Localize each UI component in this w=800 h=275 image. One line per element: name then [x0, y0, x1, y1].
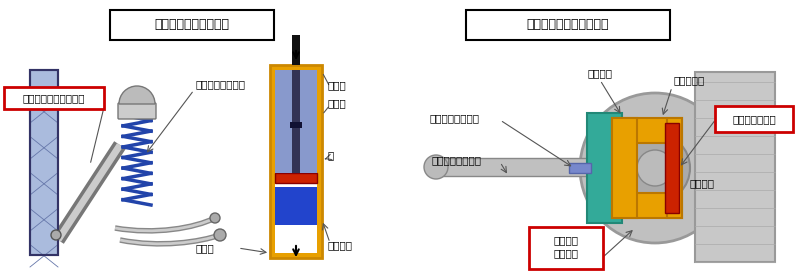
Bar — [275, 174, 317, 183]
Circle shape — [51, 230, 61, 240]
Text: ホイール: ホイール — [690, 178, 715, 188]
Text: キャリパー: キャリパー — [673, 75, 704, 85]
Bar — [275, 70, 317, 175]
Bar — [292, 70, 300, 174]
Bar — [667, 118, 682, 218]
Bar — [30, 70, 58, 255]
Text: ブレーキフルード: ブレーキフルード — [430, 113, 480, 123]
FancyBboxPatch shape — [715, 106, 793, 132]
Text: 稴: 稴 — [328, 150, 334, 160]
Text: ガス室: ガス室 — [196, 243, 214, 253]
Bar — [292, 35, 300, 65]
Text: ディスクブレーキの構逊: ディスクブレーキの構逊 — [526, 18, 610, 32]
FancyBboxPatch shape — [118, 103, 156, 119]
Text: ドライブシャフト: ドライブシャフト — [432, 155, 482, 165]
Bar — [665, 123, 679, 213]
Circle shape — [210, 213, 220, 223]
Bar — [612, 193, 682, 218]
Bar — [430, 158, 587, 176]
FancyBboxPatch shape — [466, 10, 670, 40]
Bar — [695, 72, 775, 262]
Circle shape — [580, 93, 730, 243]
Bar — [612, 118, 637, 218]
Text: ロッド: ロッド — [328, 80, 346, 90]
Bar — [300, 70, 317, 174]
Circle shape — [214, 229, 226, 241]
Text: ブレーキパッド: ブレーキパッド — [732, 114, 776, 124]
Text: ショックアブソーバー: ショックアブソーバー — [22, 93, 86, 103]
Bar — [30, 70, 58, 255]
Wedge shape — [119, 86, 155, 104]
Bar — [569, 163, 591, 173]
Bar — [292, 70, 300, 174]
FancyBboxPatch shape — [110, 10, 274, 40]
Text: コイルスプリング: コイルスプリング — [196, 79, 246, 89]
Bar — [290, 122, 302, 128]
Bar — [587, 113, 622, 223]
Circle shape — [620, 133, 690, 203]
Bar — [275, 70, 317, 253]
Bar — [270, 65, 322, 258]
FancyBboxPatch shape — [4, 87, 104, 109]
Bar — [275, 187, 317, 225]
Circle shape — [424, 155, 448, 179]
Circle shape — [637, 150, 673, 186]
FancyBboxPatch shape — [529, 227, 603, 269]
Bar — [275, 225, 317, 253]
Text: オイル: オイル — [328, 98, 346, 108]
Bar — [612, 118, 682, 143]
Bar — [275, 70, 292, 174]
Text: ディスク
ローター: ディスク ローター — [554, 235, 578, 258]
Text: ピストン: ピストン — [587, 68, 613, 78]
Text: ピストン: ピストン — [328, 240, 353, 250]
Text: ショックアブソーバー: ショックアブソーバー — [154, 18, 230, 32]
